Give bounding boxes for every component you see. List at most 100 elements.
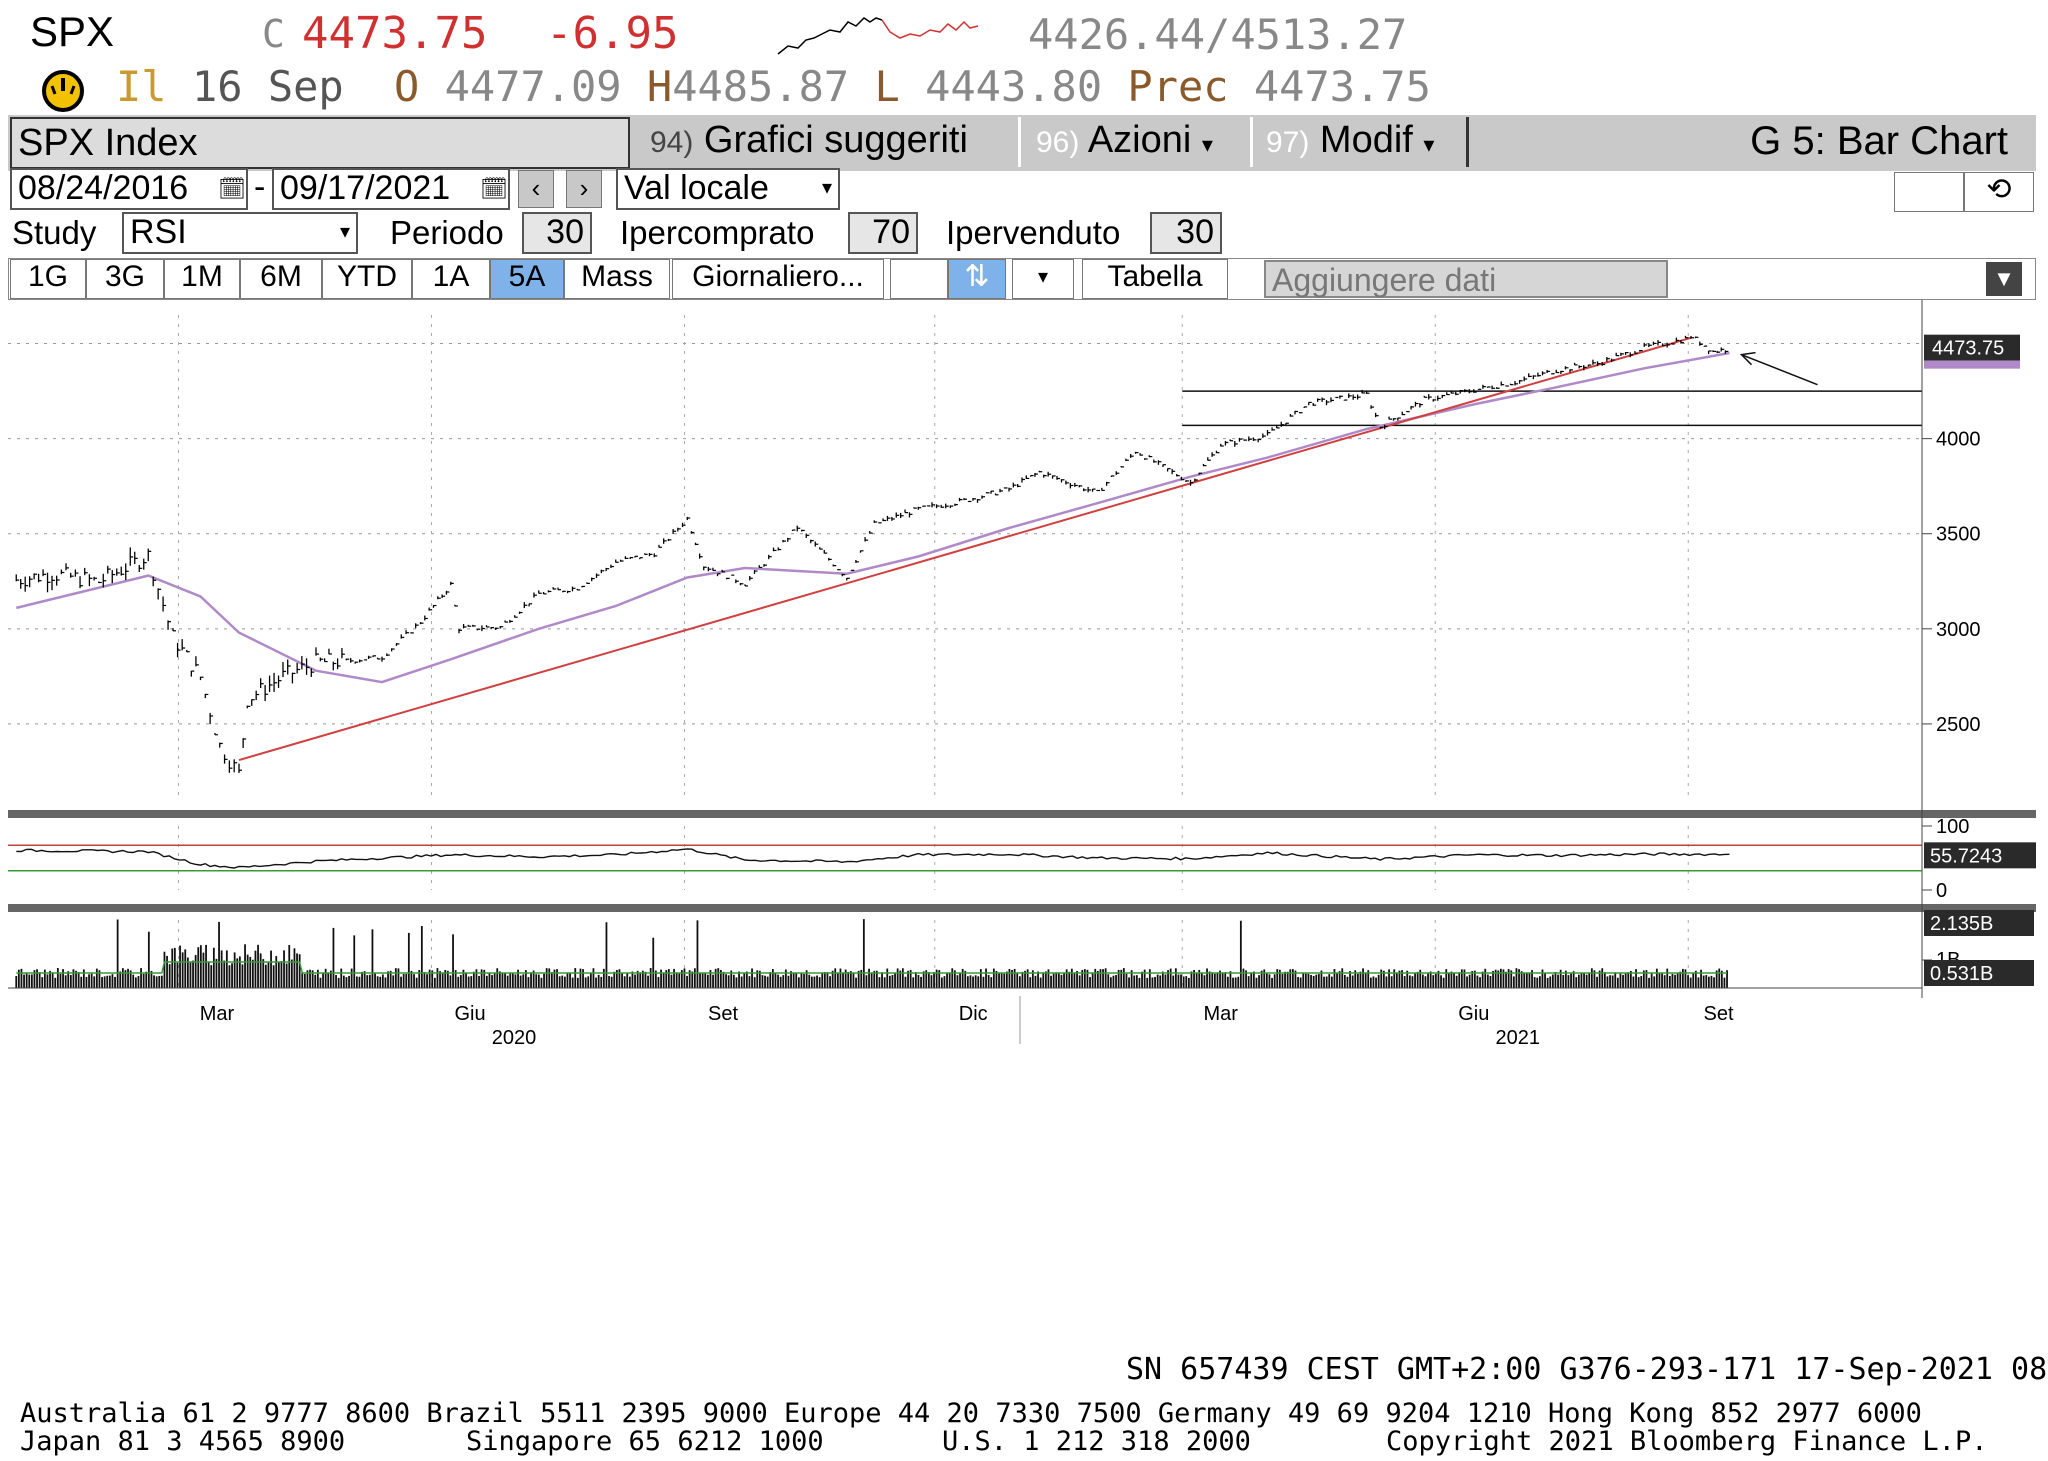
dropdown-arrow-icon: ▾ bbox=[1201, 132, 1213, 157]
price-tick-label: 2500 bbox=[1936, 714, 1981, 736]
x-year-label: 2021 bbox=[1496, 1027, 1541, 1049]
start-date-value: 08/24/2016 bbox=[18, 169, 189, 207]
add-data-placeholder: Aggiungere dati bbox=[1272, 262, 1497, 298]
volume-last-label: 0.531B bbox=[1930, 963, 1993, 985]
rsi-value-box bbox=[1924, 842, 2036, 869]
volume-series bbox=[8, 919, 1922, 989]
rsi-tick-label: 0 bbox=[1936, 880, 1947, 902]
x-tick-label: Mar bbox=[1204, 1003, 1239, 1025]
high-label: H bbox=[646, 62, 673, 111]
panel-separator bbox=[8, 810, 2036, 818]
range-sep: / bbox=[1205, 10, 1231, 59]
annotation-arrow-head bbox=[1739, 351, 1756, 366]
price-tick-label: 3000 bbox=[1936, 619, 1981, 641]
volume-max-label: 2.135B bbox=[1930, 913, 1993, 935]
range-high: 4513.27 bbox=[1230, 10, 1408, 59]
bar-chart[interactable]: 400035003000250010001BMarGiuSetDicMarGiu… bbox=[0, 300, 2048, 1350]
x-tick-label: Set bbox=[708, 1003, 738, 1025]
panel-separator bbox=[8, 904, 2036, 912]
function-title: G 5: Bar Chart bbox=[1750, 119, 2008, 163]
chart-grid bbox=[8, 315, 1922, 988]
range-button-3g[interactable]: 3G bbox=[86, 259, 164, 299]
volume-max-box bbox=[1924, 910, 2034, 936]
overbought-field[interactable]: 70 bbox=[848, 212, 918, 254]
menu-actions-num: 96) bbox=[1036, 126, 1080, 159]
toolbar-divider bbox=[1250, 117, 1253, 167]
prev-label: Prec bbox=[1127, 62, 1229, 111]
open-label: O bbox=[394, 62, 420, 111]
refresh-icon[interactable]: ⟲ bbox=[1964, 172, 2034, 212]
chart-axes: 400035003000250010001BMarGiuSetDicMarGiu… bbox=[200, 300, 1981, 1049]
oversold-field[interactable]: 30 bbox=[1150, 212, 1222, 254]
last-price-box bbox=[1924, 334, 2020, 361]
chevron-left-icon[interactable]: ‹ bbox=[518, 170, 554, 208]
start-date-field[interactable]: 08/24/2016 bbox=[10, 168, 248, 210]
chart-type-icon[interactable]: ⇅ bbox=[948, 259, 1006, 299]
price-tick-label: 3500 bbox=[1936, 524, 1981, 546]
period-field[interactable]: 30 bbox=[522, 212, 592, 254]
x-tick-label: Set bbox=[1703, 1003, 1733, 1025]
range-bar bbox=[8, 258, 2036, 300]
x-tick-label: Dic bbox=[959, 1003, 988, 1025]
contacts-line-1: Australia 61 2 9777 8600 Brazil 5511 239… bbox=[20, 1398, 1922, 1429]
study-label: Study bbox=[12, 214, 97, 251]
end-date-field[interactable]: 09/17/2021 bbox=[272, 168, 510, 210]
calendar-icon[interactable]: 🗓 bbox=[480, 176, 508, 201]
panel-separators bbox=[8, 810, 2036, 912]
overbought-value: 70 bbox=[872, 213, 910, 251]
currency-value: Val locale bbox=[624, 169, 769, 207]
zoom-out-button[interactable] bbox=[1894, 172, 1964, 212]
frequency-select[interactable]: Giornaliero... bbox=[672, 259, 884, 299]
open-value: 4477.09 bbox=[444, 62, 622, 111]
trendline bbox=[238, 336, 1692, 762]
range-button-6m[interactable]: 6M bbox=[240, 259, 322, 299]
last-prefix: C bbox=[262, 12, 285, 56]
range-button-1a[interactable]: 1A bbox=[412, 259, 490, 299]
security-field[interactable]: SPX Index bbox=[10, 117, 630, 169]
currency-select[interactable]: Val locale ▾ bbox=[616, 168, 840, 210]
range-button-ytd[interactable]: YTD bbox=[322, 259, 412, 299]
calendar-icon[interactable]: 🗓 bbox=[218, 176, 246, 201]
spacer-button[interactable] bbox=[890, 259, 948, 299]
contacts-japan: Japan 81 3 4565 8900 bbox=[20, 1426, 346, 1457]
menu-actions-label: Azioni bbox=[1087, 119, 1192, 161]
ticker: SPX bbox=[30, 8, 115, 55]
low-label: L bbox=[874, 62, 900, 111]
menu-suggested-charts-num: 94) bbox=[650, 126, 694, 159]
end-date-value: 09/17/2021 bbox=[280, 169, 451, 207]
study-select[interactable]: RSI ▾ bbox=[122, 212, 358, 254]
range-button-1g[interactable]: 1G bbox=[10, 259, 86, 299]
rsi-series bbox=[8, 844, 1922, 872]
session-label: Il bbox=[116, 62, 167, 111]
menu-edit[interactable]: 97) Modif ▾ bbox=[1266, 119, 1434, 162]
quote-date: 16 Sep bbox=[192, 62, 344, 111]
dropdown-arrow-icon[interactable]: ▼ bbox=[1986, 262, 2022, 296]
contacts-singapore: Singapore 65 6212 1000 bbox=[466, 1426, 824, 1457]
period-label: Periodo bbox=[390, 214, 504, 251]
range-button-1m[interactable]: 1M bbox=[164, 259, 240, 299]
dropdown-arrow-icon: ▾ bbox=[1423, 132, 1435, 157]
menu-edit-label: Modif bbox=[1319, 119, 1413, 161]
x-tick-label: Giu bbox=[1458, 1003, 1489, 1025]
toolbar-divider bbox=[1018, 117, 1021, 167]
gauge-icon bbox=[42, 70, 84, 112]
menu-actions[interactable]: 96) Azioni ▾ bbox=[1036, 119, 1213, 162]
last-price: 4473.75 bbox=[302, 8, 488, 59]
frequency-value: Giornaliero... bbox=[692, 260, 864, 293]
range-button-mass[interactable]: Mass bbox=[564, 259, 670, 299]
menu-edit-num: 97) bbox=[1266, 126, 1310, 159]
menu-suggested-charts[interactable]: 94) Grafici suggeriti bbox=[650, 119, 968, 162]
add-data-field[interactable]: Aggiungere dati bbox=[1264, 260, 1668, 298]
x-tick-label: Giu bbox=[454, 1003, 485, 1025]
ma-value-box bbox=[1924, 360, 2020, 369]
table-button[interactable]: Tabella bbox=[1082, 259, 1228, 299]
intraday-sparkline bbox=[777, 17, 979, 55]
net-change: -6.95 bbox=[546, 8, 679, 59]
range-button-5a[interactable]: 5A bbox=[490, 259, 564, 299]
chevron-right-icon[interactable]: › bbox=[566, 170, 602, 208]
dropdown-arrow-icon: ▾ bbox=[339, 221, 350, 243]
prev-value: 4473.75 bbox=[1253, 62, 1431, 111]
study-value: RSI bbox=[130, 213, 187, 251]
range-low: 4426.44 bbox=[1028, 10, 1206, 59]
dropdown-arrow-icon[interactable]: ▾ bbox=[1012, 259, 1074, 299]
